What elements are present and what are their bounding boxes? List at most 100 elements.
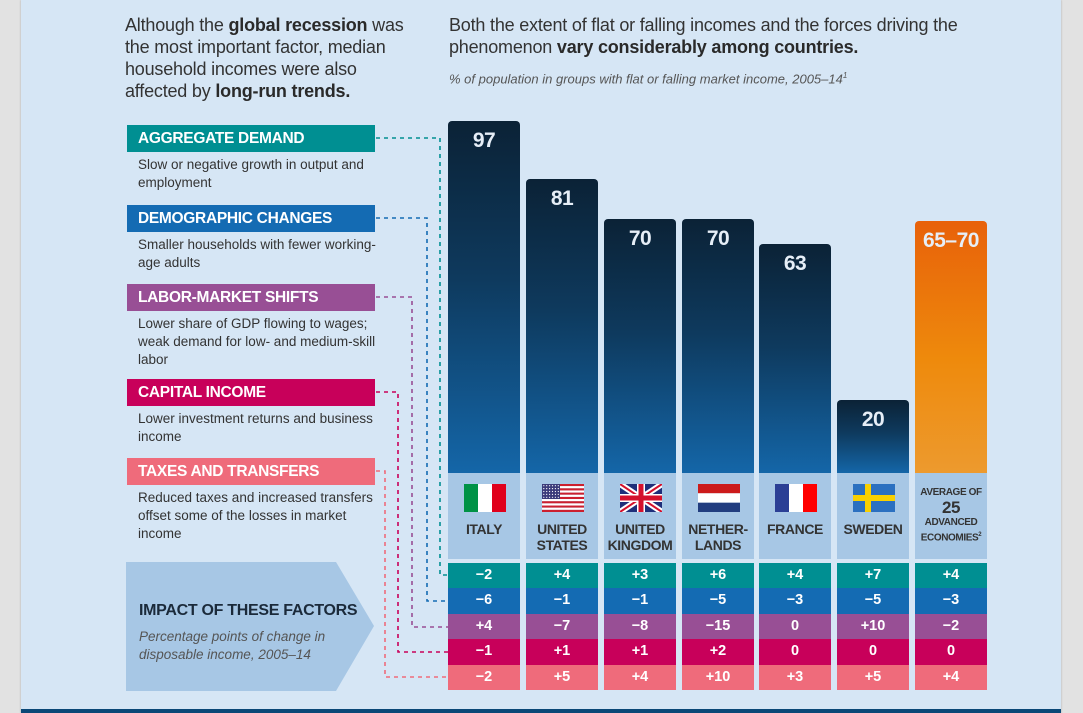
impact-cell-capital-income: −1 — [448, 639, 520, 665]
bar-italy — [448, 121, 520, 473]
impact-cell-aggregate-demand: +7 — [837, 563, 909, 589]
impact-cell-labor-market-shifts: −8 — [604, 613, 676, 640]
bar-value-label: 20 — [861, 408, 885, 432]
country-name-line: SWEDEN — [843, 521, 903, 537]
france-flag-icon — [775, 484, 817, 512]
average-label: AVERAGE OF 25 ADVANCED ECONOMIES2 — [915, 487, 987, 544]
bar-value-label: 70 — [706, 226, 730, 250]
country-name-line: KINGDOM — [607, 537, 673, 553]
bar-value-label: 63 — [783, 252, 807, 276]
italy-flag-icon — [464, 484, 506, 512]
country-name-line: FRANCE — [767, 521, 823, 537]
impact-cell-demographic-changes: −3 — [759, 588, 831, 614]
impact-arrow-shape — [126, 562, 374, 691]
impact-cell-taxes-and-transfers: +4 — [915, 664, 987, 690]
netherlands-flag-icon — [698, 484, 740, 512]
bar-united-states — [526, 179, 598, 473]
impact-cell-aggregate-demand: +6 — [682, 563, 754, 589]
sweden-flag-icon — [853, 484, 895, 512]
impact-cell-demographic-changes: −5 — [837, 588, 909, 614]
impact-cell-aggregate-demand: +3 — [604, 563, 676, 589]
country-name: UNITED STATES — [526, 521, 598, 553]
impact-cell-demographic-changes: −3 — [915, 588, 987, 614]
intro-bold-long-run-trends: long-run trends. — [215, 81, 351, 101]
factor-desc-aggregate-demand: Slow or negative growth in output and em… — [138, 157, 364, 190]
impact-arrow-box — [126, 562, 374, 691]
intro-text-part: was the most important factor, median ho… — [125, 15, 404, 101]
factor-label-capital-income: CAPITAL INCOME — [127, 379, 375, 406]
impact-cell-taxes-and-transfers: +5 — [526, 664, 598, 690]
country-name: ITALY — [448, 521, 520, 537]
country-name-line: LANDS — [694, 537, 742, 553]
impact-cell-labor-market-shifts: +10 — [837, 613, 909, 640]
impact-cell-capital-income: +1 — [526, 639, 598, 665]
impact-cell-aggregate-demand: +4 — [759, 563, 831, 589]
impact-title: IMPACT OF THESE FACTORS — [139, 602, 358, 619]
impact-cell-taxes-and-transfers: +3 — [759, 664, 831, 690]
bar-nether-lands — [682, 218, 754, 473]
average-label-line: 25 — [941, 498, 961, 517]
average-label-line: ECONOMIES2 — [915, 529, 987, 544]
bar-value-label: 97 — [472, 129, 496, 152]
connector-labor-market-shifts — [376, 296, 448, 628]
country-name: SWEDEN — [837, 521, 909, 537]
footnote-marker: 2 — [978, 532, 982, 538]
impact-cell-taxes-and-transfers: +5 — [837, 664, 909, 690]
intro-bold-global-recession: global recession — [228, 15, 368, 35]
chart-subtitle: % of population in groups with flat or f… — [449, 71, 847, 86]
impact-cell-capital-income: 0 — [915, 639, 987, 665]
intro-text: Although the global recession was the mo… — [125, 14, 415, 102]
impact-cell-demographic-changes: −1 — [604, 588, 676, 614]
country-name-line: NETHER- — [688, 521, 748, 537]
connector-capital-income — [376, 391, 448, 653]
us-flag-icon — [542, 484, 584, 512]
country-name-line: ITALY — [465, 521, 503, 537]
factor-label-taxes-and-transfers: TAXES AND TRANSFERS — [127, 458, 375, 485]
impact-cell-demographic-changes: −1 — [526, 588, 598, 614]
factor-desc-taxes-and-transfers: Reduced taxes and increased transfers of… — [138, 490, 373, 541]
connector-taxes-and-transfers — [376, 470, 448, 678]
bar-sweden — [837, 400, 909, 473]
impact-cell-labor-market-shifts: 0 — [759, 613, 831, 640]
average-label-text: ECONOMIES — [920, 532, 979, 544]
chart-headline: Both the extent of flat or falling incom… — [449, 14, 1009, 58]
factor-label-demographic-changes: DEMOGRAPHIC CHANGES — [127, 205, 375, 232]
impact-cell-aggregate-demand: −2 — [448, 563, 520, 589]
impact-cell-aggregate-demand: +4 — [915, 563, 987, 589]
country-name: NETHER- LANDS — [682, 521, 754, 553]
impact-cell-taxes-and-transfers: +4 — [604, 664, 676, 690]
headline-bold: vary considerably among countries. — [556, 37, 859, 57]
impact-cell-capital-income: +2 — [682, 639, 754, 665]
impact-cell-labor-market-shifts: −15 — [682, 613, 754, 640]
bar-value-label: 81 — [550, 187, 574, 211]
bottom-rule — [21, 709, 1061, 713]
average-label-line: ADVANCED — [924, 517, 978, 528]
impact-cell-demographic-changes: −6 — [448, 588, 520, 614]
impact-cell-labor-market-shifts: −2 — [915, 613, 987, 640]
impact-cell-taxes-and-transfers: −2 — [448, 664, 520, 690]
factor-label-labor-market-shifts: LABOR-MARKET SHIFTS — [127, 284, 375, 311]
uk-flag-icon — [620, 484, 662, 512]
country-cell — [915, 473, 987, 559]
footnote-marker: 1 — [842, 71, 848, 80]
factor-desc-capital-income: Lower investment returns and business in… — [138, 411, 373, 444]
bar-united-kingdom — [604, 218, 676, 473]
bar-france — [759, 244, 831, 473]
connector-demographic-changes — [376, 217, 448, 602]
impact-subtitle: Percentage points of change in disposabl… — [139, 629, 326, 662]
country-name-line: STATES — [536, 537, 588, 553]
bar-average-of-25-advanced-economies — [915, 220, 987, 473]
headline-text: Both the extent of flat or falling incom… — [449, 15, 958, 57]
country-name: FRANCE — [759, 521, 831, 537]
bar-value-label: 65–70 — [923, 228, 979, 252]
impact-cell-labor-market-shifts: +4 — [448, 613, 520, 640]
factor-label-aggregate-demand: AGGREGATE DEMAND — [127, 125, 375, 152]
country-name-line: UNITED — [537, 521, 587, 537]
impact-cell-capital-income: 0 — [837, 639, 909, 665]
country-name-line: UNITED — [615, 521, 665, 537]
intro-text-part: Although the — [125, 15, 229, 35]
impact-cell-aggregate-demand: +4 — [526, 563, 598, 589]
bar-value-label: 70 — [628, 226, 652, 250]
factor-desc-labor-market-shifts: Lower share of GDP flowing to wages; wea… — [138, 316, 376, 367]
impact-cell-demographic-changes: −5 — [682, 588, 754, 614]
